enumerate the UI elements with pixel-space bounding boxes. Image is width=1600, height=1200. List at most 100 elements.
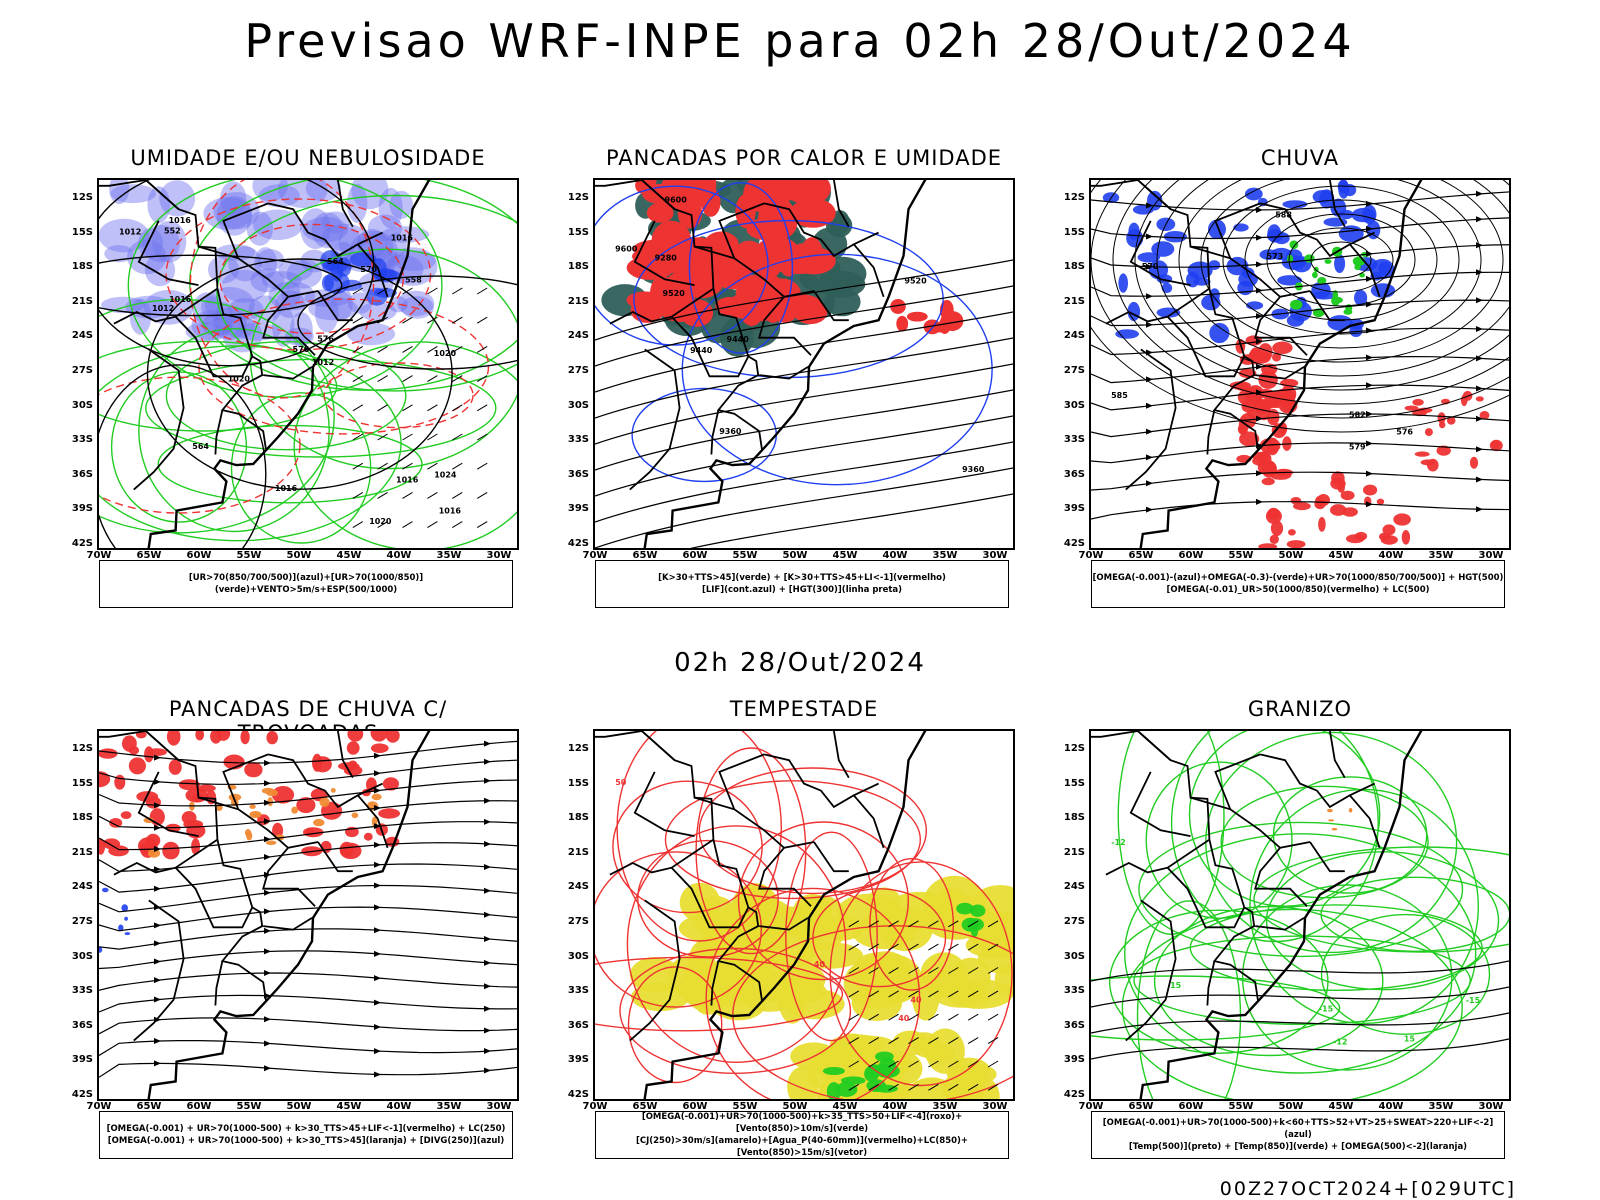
streamline-arrow [154, 977, 161, 984]
wind-vector [868, 990, 879, 998]
omega-area [1156, 307, 1181, 318]
rain-area [1469, 456, 1479, 469]
omega-strong-area [1324, 259, 1332, 264]
lifted-index-area [663, 292, 689, 319]
hgt-contour [595, 337, 1013, 419]
wind-vector [848, 920, 860, 928]
wind-vector [848, 1060, 860, 1068]
streamline-arrow [154, 996, 161, 1003]
wind-vector [967, 990, 979, 998]
storm-area [195, 731, 205, 741]
wind-vector [868, 1037, 879, 1045]
wind-vector [352, 287, 364, 295]
country-border [337, 731, 354, 779]
longitude-label: 30W [486, 550, 512, 561]
streamline-arrow [484, 959, 491, 966]
wind-vector [908, 920, 919, 928]
latitude-label: 39S [1063, 1054, 1085, 1066]
wind-vector [868, 1083, 879, 1091]
humidity-core [349, 252, 377, 267]
country-border [759, 366, 809, 380]
wind-vector [427, 462, 438, 470]
country-border [174, 867, 254, 929]
forecast-map [97, 729, 519, 1101]
wind-vector [987, 967, 999, 974]
hgt500-contour [1091, 180, 1509, 433]
precipitable-water-contour [698, 767, 928, 895]
streamline-arrow [1256, 389, 1263, 396]
legend-line: [CJ(250)>30m/s](amarelo)+[Agua_P(40-60mm… [635, 1136, 969, 1158]
storm-area [145, 796, 161, 809]
streamline-arrow [484, 777, 491, 784]
streamline-arrow [374, 787, 381, 794]
humidity-area [101, 296, 146, 314]
longitude-label: 35W [932, 550, 958, 561]
humidity-area [104, 245, 134, 263]
wind-vector [888, 1013, 899, 1021]
latitude-label: 27S [1063, 916, 1085, 927]
country-border [641, 180, 676, 210]
wind850-area [835, 1082, 858, 1097]
country-border [710, 960, 720, 1006]
latitude-label: 33S [1063, 434, 1085, 446]
wind-vector [452, 345, 463, 353]
latitude-label: 12S [71, 192, 93, 203]
country-border [317, 290, 353, 322]
latitude-label: 12S [71, 743, 93, 754]
country-border [609, 287, 714, 325]
coastline [1139, 180, 1423, 548]
storm-area [378, 808, 400, 819]
country-border [710, 409, 720, 455]
low-humidity-contour [145, 358, 497, 458]
streamline-arrow [1146, 402, 1153, 409]
latitude-label: 24S [71, 330, 93, 342]
country-border [133, 899, 185, 1042]
country-border [670, 316, 750, 378]
panel-title: TEMPESTADE [729, 697, 879, 721]
wind-vector [848, 943, 860, 951]
streamline-arrow [154, 824, 161, 831]
temp850-contour [1121, 908, 1463, 1099]
humidity-area [110, 184, 156, 204]
omega-strong-area [1290, 299, 1303, 310]
storm-area [363, 832, 373, 841]
latitude-label: 39S [71, 503, 93, 515]
wind-vector [476, 316, 488, 324]
rain-area [1272, 352, 1281, 362]
hgt-contour [595, 441, 1013, 523]
pressure-contour [297, 275, 517, 370]
latitude-label: 21S [1063, 295, 1085, 307]
streamline-arrow [154, 922, 161, 929]
streamline [99, 928, 517, 950]
contour-label: 1012 [119, 227, 141, 236]
contour-label: -12 [1333, 1038, 1347, 1047]
omega-area [1137, 252, 1161, 263]
longitude-label: 60W [186, 550, 212, 561]
wind-vector [377, 345, 388, 353]
wind850-area [956, 902, 974, 915]
wind-vector [402, 491, 413, 499]
hgt-contour [595, 363, 1013, 445]
wind-vector [476, 345, 488, 353]
storm-area [128, 757, 146, 775]
panel-title: CHUVA [1260, 146, 1340, 170]
streamline-arrow [264, 854, 271, 860]
wind-vector [427, 433, 438, 441]
contour-label: 9520 [904, 277, 927, 286]
omega-area [1328, 819, 1335, 822]
orange-area [267, 797, 273, 807]
rain-area [1270, 520, 1284, 536]
country-border [1329, 180, 1346, 228]
divergence-area [124, 916, 128, 921]
rain-area [1491, 440, 1501, 448]
streamline [99, 740, 517, 764]
longitude-label: 30W [1478, 550, 1504, 561]
latitude-label: 39S [567, 1054, 589, 1066]
contour-label: 564 [327, 257, 344, 266]
wind-vector [948, 1013, 959, 1021]
latitude-label: 39S [1063, 503, 1085, 515]
country-border [813, 290, 849, 322]
contour-label: 9280 [655, 254, 678, 263]
latitude-label: 21S [567, 846, 589, 858]
wind-vector [402, 462, 413, 470]
